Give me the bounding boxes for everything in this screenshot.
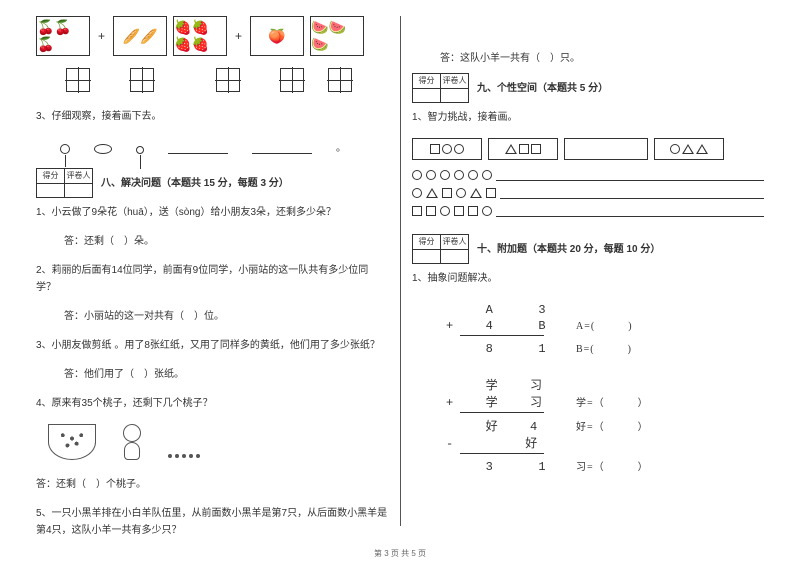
section-9-header: 得分评卷人 九、个性空间（本题共 5 分） xyxy=(412,73,764,103)
square-5 xyxy=(328,68,352,92)
m1r3: 8 1 xyxy=(446,342,556,356)
fruit-box-2: 🥖🥖 xyxy=(113,16,167,56)
grader-label-10: 评卷人 xyxy=(441,235,469,250)
score-label-10: 得分 xyxy=(413,235,441,250)
score-cell-10 xyxy=(413,250,441,264)
m1-rule xyxy=(460,335,544,336)
fruit-box-3: 🍓🍓🍓🍓 xyxy=(173,16,227,56)
m2r3: 好 4 xyxy=(446,417,556,434)
section-8-title: 八、解决问题（本题共 15 分，每题 3 分） xyxy=(101,174,289,193)
q8-2a: 答：小丽站的这一对共有（ ）位。 xyxy=(64,308,388,325)
left-column: 🍒🍒🍒 + 🥖🥖 🍓🍓🍓🍓 + 🍑 🍉🍉🍉 3、仔细观察，接着画下去。 。 xyxy=(24,16,400,526)
score-cell xyxy=(37,184,65,198)
shape-sequence: 。 xyxy=(60,139,388,154)
shape-row-2 xyxy=(412,187,764,199)
seq-box-2 xyxy=(488,138,558,160)
grader-cell-10 xyxy=(441,250,469,264)
section-8-header: 得分评卷人 八、解决问题（本题共 15 分，每题 3 分） xyxy=(36,168,388,198)
m1r1: A 3 xyxy=(446,303,556,317)
fruit-box-5: 🍉🍉🍉 xyxy=(310,16,364,56)
grader-cell xyxy=(65,184,93,198)
score-label-9: 得分 xyxy=(413,74,441,89)
score-cell-9 xyxy=(413,89,441,103)
q8-4a: 答：还剩（ ）个桃子。 xyxy=(36,476,388,493)
right-column: 答：这队小羊一共有（ ）只。 得分评卷人 九、个性空间（本题共 5 分） 1、智… xyxy=(400,16,776,526)
m1b: B=( ) xyxy=(556,340,706,355)
page-footer: 第 3 页 共 5 页 xyxy=(0,548,800,559)
q8-5a: 答：这队小羊一共有（ ）只。 xyxy=(440,50,764,67)
square-1 xyxy=(66,68,90,92)
m1a: A=( ) xyxy=(556,317,706,332)
q8-2: 2、莉丽的后面有14位同学，前面有9位同学，小丽站的这一队共有多少位同学？ xyxy=(36,262,388,296)
score-table-9: 得分评卷人 xyxy=(412,73,469,103)
section-10-title: 十、附加题（本题共 20 分，每题 10 分） xyxy=(477,240,660,259)
section-9-title: 九、个性空间（本题共 5 分） xyxy=(477,79,608,98)
math-problem-2: 学 习 + 学 习学=（ ） 好 4好=（ ） - 好 3 1习=（ ） xyxy=(446,376,764,474)
grader-label: 评卷人 xyxy=(65,169,93,184)
column-divider xyxy=(400,16,401,526)
square-2 xyxy=(130,68,154,92)
blank-1 xyxy=(168,153,228,154)
child-icon xyxy=(114,424,150,464)
q8-1: 1、小云做了9朵花（huā），送（sòng）给小朋友3朵，还剩多少朵？ xyxy=(36,204,388,221)
answer-squares xyxy=(66,68,388,92)
m2c: 习=（ ） xyxy=(556,458,706,473)
score-label: 得分 xyxy=(37,169,65,184)
fruit-box-4: 🍑 xyxy=(250,16,304,56)
basket-icon xyxy=(48,424,96,460)
q3: 3、仔细观察，接着画下去。 xyxy=(36,108,388,125)
m2r4: - 好 xyxy=(446,434,556,451)
seq-box-3 xyxy=(564,138,648,160)
square-4 xyxy=(280,68,304,92)
q8-3a: 答：他们用了（ ）张纸。 xyxy=(64,366,388,383)
q9-1: 1、智力挑战，接着画。 xyxy=(412,109,764,126)
sequence-boxes xyxy=(412,138,764,160)
seq-box-4 xyxy=(654,138,724,160)
m2-rule-2 xyxy=(460,453,544,454)
q8-4: 4、原来有35个桃子，还剩下几个桃子？ xyxy=(36,395,388,412)
fruit-box-1: 🍒🍒🍒 xyxy=(36,16,90,56)
seq-box-1 xyxy=(412,138,482,160)
grader-cell-9 xyxy=(441,89,469,103)
m1r2: + 4 B xyxy=(446,319,556,333)
m2r2: + 学 习 xyxy=(446,393,556,410)
shape-row-3 xyxy=(412,205,764,217)
q8-3: 3、小朋友做剪纸 。用了8张红纸，又用了同样多的黄纸，他们用了多少张纸？ xyxy=(36,337,388,354)
m2a: 学=（ ） xyxy=(556,394,706,409)
score-table-8: 得分评卷人 xyxy=(36,168,93,198)
m2r5: 3 1 xyxy=(446,460,556,474)
q8-1a: 答：还剩（ ）朵。 xyxy=(64,233,388,250)
section-10-header: 得分评卷人 十、附加题（本题共 20 分，每题 10 分） xyxy=(412,234,764,264)
q10-1: 1、抽象问题解决。 xyxy=(412,270,764,287)
score-table-10: 得分评卷人 xyxy=(412,234,469,264)
peach-illustration xyxy=(48,424,388,464)
bulb-icon-2 xyxy=(136,146,144,154)
m2r1: 学 习 xyxy=(446,376,556,393)
bulb-icon-1 xyxy=(60,144,70,154)
shape-row-1 xyxy=(412,169,764,181)
fruit-row: 🍒🍒🍒 + 🥖🥖 🍓🍓🍓🍓 + 🍑 🍉🍉🍉 xyxy=(36,16,388,56)
q8-5: 5、一只小黑羊排在小白羊队伍里，从前面数小黑羊是第7只，从后面数小黑羊是第4只，… xyxy=(36,505,388,539)
m2b: 好=（ ） xyxy=(556,418,706,433)
plus-2: + xyxy=(233,16,244,56)
plus-1: + xyxy=(96,16,107,56)
blank-2 xyxy=(252,153,312,154)
grader-label-9: 评卷人 xyxy=(441,74,469,89)
m2-rule-1 xyxy=(460,412,544,413)
square-3 xyxy=(216,68,240,92)
peach-dots xyxy=(168,454,200,464)
math-problem-1: A 3 + 4 BA=( ) 8 1B=( ) xyxy=(446,303,764,356)
oval-icon xyxy=(94,144,112,154)
